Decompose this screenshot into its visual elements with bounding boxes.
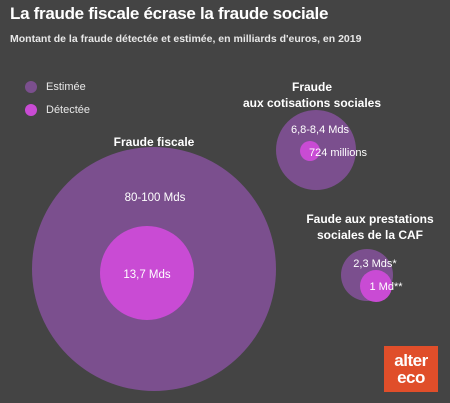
value-label-caf-estimee: 2,3 Mds*: [353, 258, 397, 270]
group-fraude-fiscale: Fraude fiscale 80-100 Mds 13,7 Mds: [32, 135, 276, 391]
value-label-cotisations-estimee: 6,8-8,4 Mds: [291, 124, 350, 136]
chart-subtitle: Montant de la fraude détectée et estimée…: [10, 33, 362, 45]
value-label-fraude-fiscale-detectee: 13,7 Mds: [123, 269, 171, 281]
group-label-cotisations-line2: aux cotisations sociales: [243, 96, 381, 110]
group-caf: Faude aux prestations sociales de la CAF…: [306, 212, 434, 302]
group-label-caf-line2: sociales de la CAF: [317, 228, 423, 242]
alter-eco-logo: alter eco: [384, 346, 438, 392]
legend-label-estimee: Estimée: [46, 81, 86, 93]
logo-line1: alter: [394, 351, 428, 370]
legend-item-estimee: Estimée: [25, 78, 90, 96]
bubble-fraude-fiscale-detectee: [100, 226, 194, 320]
legend-item-detectee: Détectée: [25, 101, 90, 119]
logo-line2: eco: [397, 368, 425, 387]
legend-swatch-estimee: [25, 81, 37, 93]
group-label-fraude-fiscale: Fraude fiscale: [114, 135, 195, 149]
value-label-caf-detectee: 1 Md**: [369, 281, 403, 293]
bubble-caf-detectee: [360, 270, 392, 302]
group-label-cotisations-line1: Fraude: [292, 80, 332, 94]
legend-swatch-detectee: [25, 104, 37, 116]
group-label-caf-line1: Faude aux prestations: [306, 212, 434, 226]
group-cotisations: Fraude aux cotisations sociales 6,8-8,4 …: [243, 80, 381, 190]
chart-title: La fraude fiscale écrase la fraude socia…: [10, 4, 329, 23]
legend-label-detectee: Détectée: [46, 104, 91, 116]
value-label-cotisations-detectee: 724 millions: [309, 147, 368, 159]
bubble-cotisations-detectee: [300, 141, 320, 161]
legend: Estimée Détectée: [25, 78, 90, 124]
value-label-fraude-fiscale-estimee: 80-100 Mds: [125, 192, 186, 204]
